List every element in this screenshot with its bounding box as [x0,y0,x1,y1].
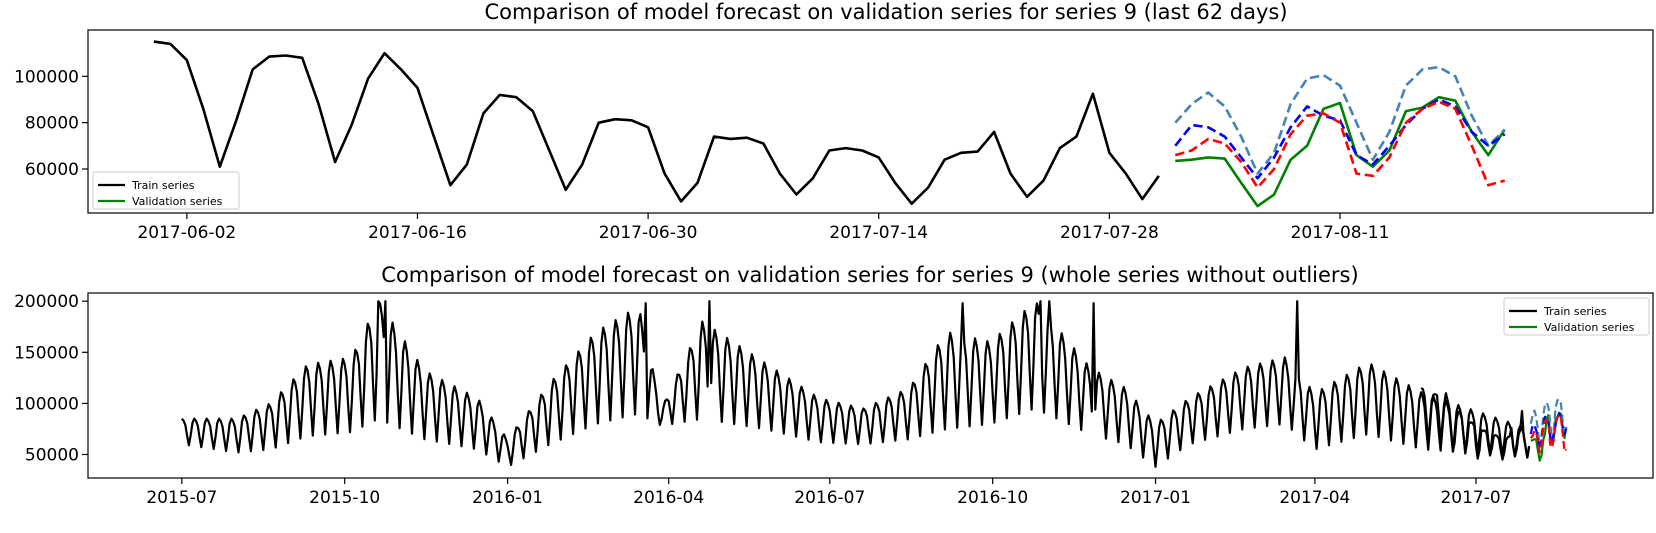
top-chart-title: Comparison of model forecast on validati… [484,0,1287,24]
legend-frame [92,171,240,210]
bottom-y-tick-label: 50000 [25,445,79,465]
top-x-tick-label: 2017-06-02 [137,223,236,243]
bottom-x-tick-label: 2017-01 [1120,488,1191,508]
bottom-x-tick-label: 2017-07 [1440,488,1511,508]
legend-label-validation: Validation series [1544,321,1635,334]
top-series-line-0 [153,40,1160,205]
bottom-series-line-2 [1529,412,1568,450]
top-chart: Comparison of model forecast on validati… [14,0,1654,243]
top-y-tick-label: 80000 [25,114,79,134]
bottom-chart: Comparison of model forecast on validati… [14,263,1654,508]
top-chart-series-group [153,40,1506,208]
bottom-chart-y-axis: 50000 100000 150000 200000 [14,292,88,465]
bottom-chart-frame [87,292,1654,479]
legend-label-train: Train series [1543,305,1607,318]
bottom-series-line-train [180,300,1531,468]
bottom-chart-series-group [180,300,1568,468]
bottom-tail-series-line-0 [1420,387,1531,461]
bottom-chart-legend: Train series Validation series [1503,297,1650,336]
legend-label-train: Train series [131,179,195,192]
bottom-y-tick-label: 150000 [14,343,79,363]
top-x-tick-label: 2017-07-28 [1060,223,1159,243]
top-series-line-1 [1175,95,1506,208]
top-chart-legend: Train series Validation series [92,171,240,210]
top-x-tick-label: 2017-08-11 [1291,223,1390,243]
top-x-tick-label: 2017-06-16 [368,223,467,243]
top-chart-y-axis: 60000 80000 100000 [14,67,88,180]
bottom-x-tick-label: 2016-07 [794,488,865,508]
top-x-tick-label: 2017-06-30 [599,223,698,243]
top-series-line-4 [1174,100,1506,189]
legend-frame [1503,297,1650,336]
top-series-line-2 [1174,65,1506,175]
bottom-chart-x-axis: 2015-07 2015-10 2016-01 2016-04 2016-07 2016-… [146,478,1511,508]
bottom-x-tick-label: 2015-07 [146,488,217,508]
bottom-chart-title: Comparison of model forecast on validati… [381,263,1358,287]
bottom-series-line-3 [1529,413,1568,454]
top-x-tick-label: 2017-07-14 [829,223,928,243]
bottom-x-tick-label: 2016-01 [472,488,543,508]
top-series-line-3 [1174,98,1506,180]
top-chart-frame [87,29,1654,214]
bottom-series-line-1 [1529,398,1568,448]
bottom-x-tick-label: 2017-04 [1279,488,1350,508]
legend-label-validation: Validation series [132,195,223,208]
top-y-tick-label: 100000 [14,67,79,87]
top-y-tick-label: 60000 [25,160,79,180]
top-chart-x-axis: 2017-06-02 2017-06-16 2017-06-30 2017-07-14… [137,213,1389,243]
bottom-y-tick-label: 100000 [14,394,79,414]
bottom-x-tick-label: 2016-10 [957,488,1028,508]
bottom-y-tick-label: 200000 [14,292,79,312]
bottom-x-tick-label: 2015-10 [309,488,380,508]
bottom-x-tick-label: 2016-04 [633,488,704,508]
